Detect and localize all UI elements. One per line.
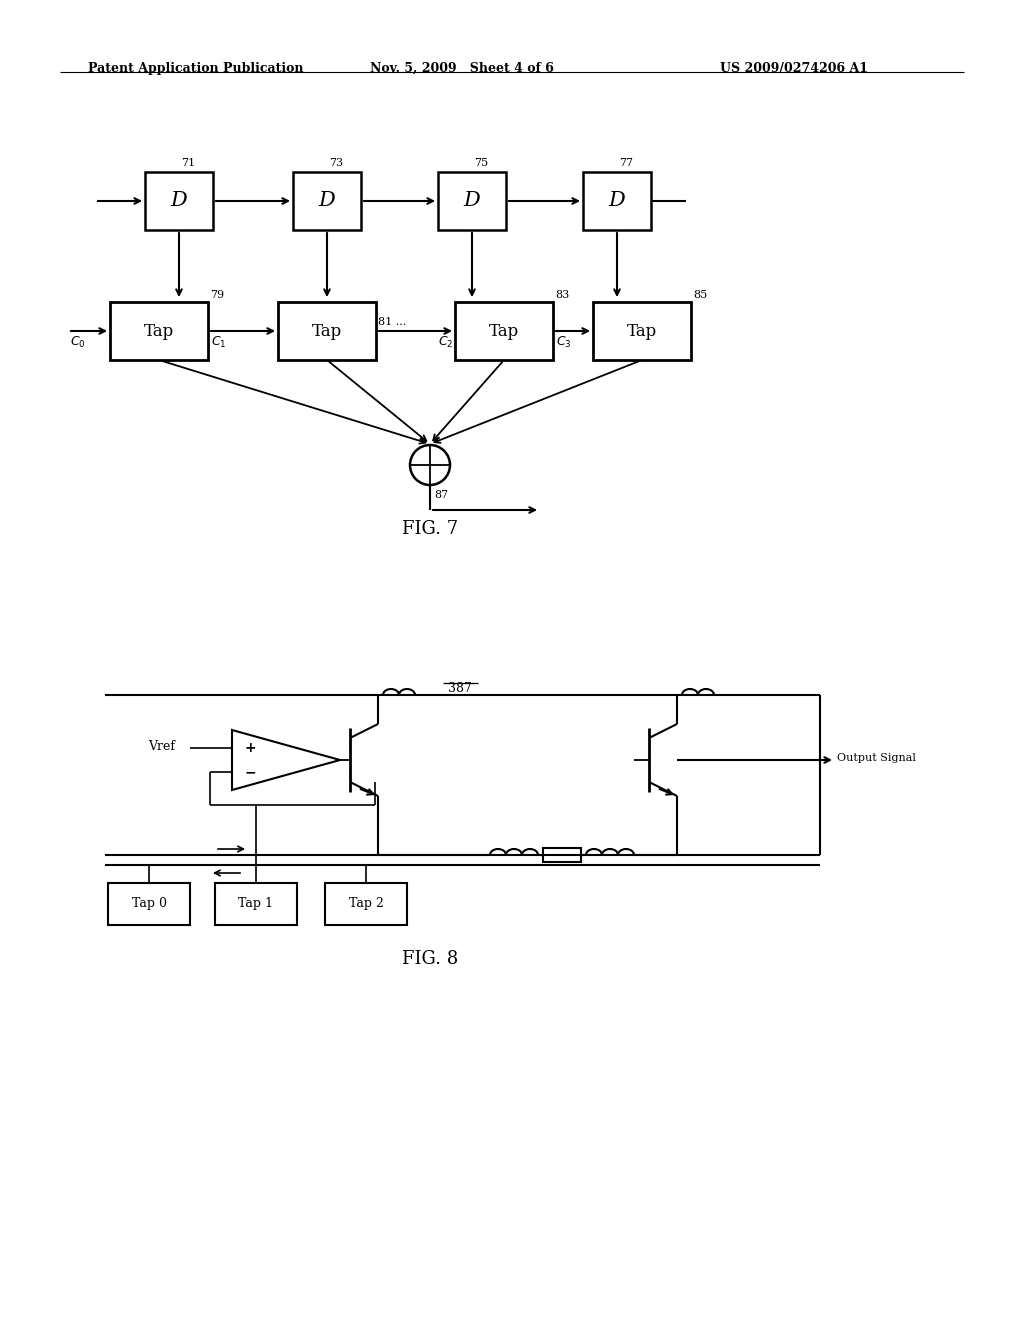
Text: 73: 73 [329, 158, 343, 168]
Text: Tap: Tap [488, 322, 519, 339]
Text: FIG. 8: FIG. 8 [401, 950, 458, 968]
Text: Vref: Vref [148, 739, 175, 752]
Text: Patent Application Publication: Patent Application Publication [88, 62, 303, 75]
Text: D: D [464, 191, 480, 210]
Text: 83: 83 [555, 290, 569, 300]
Text: Tap 0: Tap 0 [131, 898, 167, 911]
FancyBboxPatch shape [110, 302, 208, 360]
Text: Nov. 5, 2009   Sheet 4 of 6: Nov. 5, 2009 Sheet 4 of 6 [370, 62, 554, 75]
Text: 85: 85 [693, 290, 708, 300]
Text: +: + [244, 741, 256, 755]
Text: 87: 87 [434, 490, 449, 500]
Text: FIG. 7: FIG. 7 [402, 520, 458, 539]
Text: D: D [171, 191, 187, 210]
Text: Tap: Tap [144, 322, 174, 339]
Text: Tap 1: Tap 1 [239, 898, 273, 911]
FancyBboxPatch shape [583, 172, 651, 230]
FancyBboxPatch shape [455, 302, 553, 360]
Text: 387: 387 [449, 682, 472, 696]
FancyBboxPatch shape [215, 883, 297, 925]
Text: −: − [244, 766, 256, 779]
FancyBboxPatch shape [108, 883, 190, 925]
Text: 77: 77 [618, 158, 633, 168]
FancyBboxPatch shape [593, 302, 691, 360]
Text: Tap: Tap [312, 322, 342, 339]
Text: US 2009/0274206 A1: US 2009/0274206 A1 [720, 62, 868, 75]
Text: $C_0$: $C_0$ [70, 335, 86, 350]
FancyBboxPatch shape [145, 172, 213, 230]
Text: Tap 2: Tap 2 [348, 898, 383, 911]
Text: 75: 75 [474, 158, 488, 168]
FancyBboxPatch shape [543, 847, 581, 862]
Text: D: D [608, 191, 626, 210]
Text: $C_1$: $C_1$ [211, 335, 226, 350]
FancyBboxPatch shape [278, 302, 376, 360]
Text: 71: 71 [181, 158, 196, 168]
Text: Output Signal: Output Signal [837, 752, 915, 763]
FancyBboxPatch shape [293, 172, 361, 230]
Text: 79: 79 [210, 290, 224, 300]
FancyBboxPatch shape [325, 883, 407, 925]
Text: Tap: Tap [627, 322, 657, 339]
Text: 81 ...: 81 ... [378, 317, 407, 327]
Text: D: D [318, 191, 336, 210]
Text: $C_2$: $C_2$ [437, 335, 453, 350]
Text: $C_3$: $C_3$ [556, 335, 571, 350]
FancyBboxPatch shape [438, 172, 506, 230]
